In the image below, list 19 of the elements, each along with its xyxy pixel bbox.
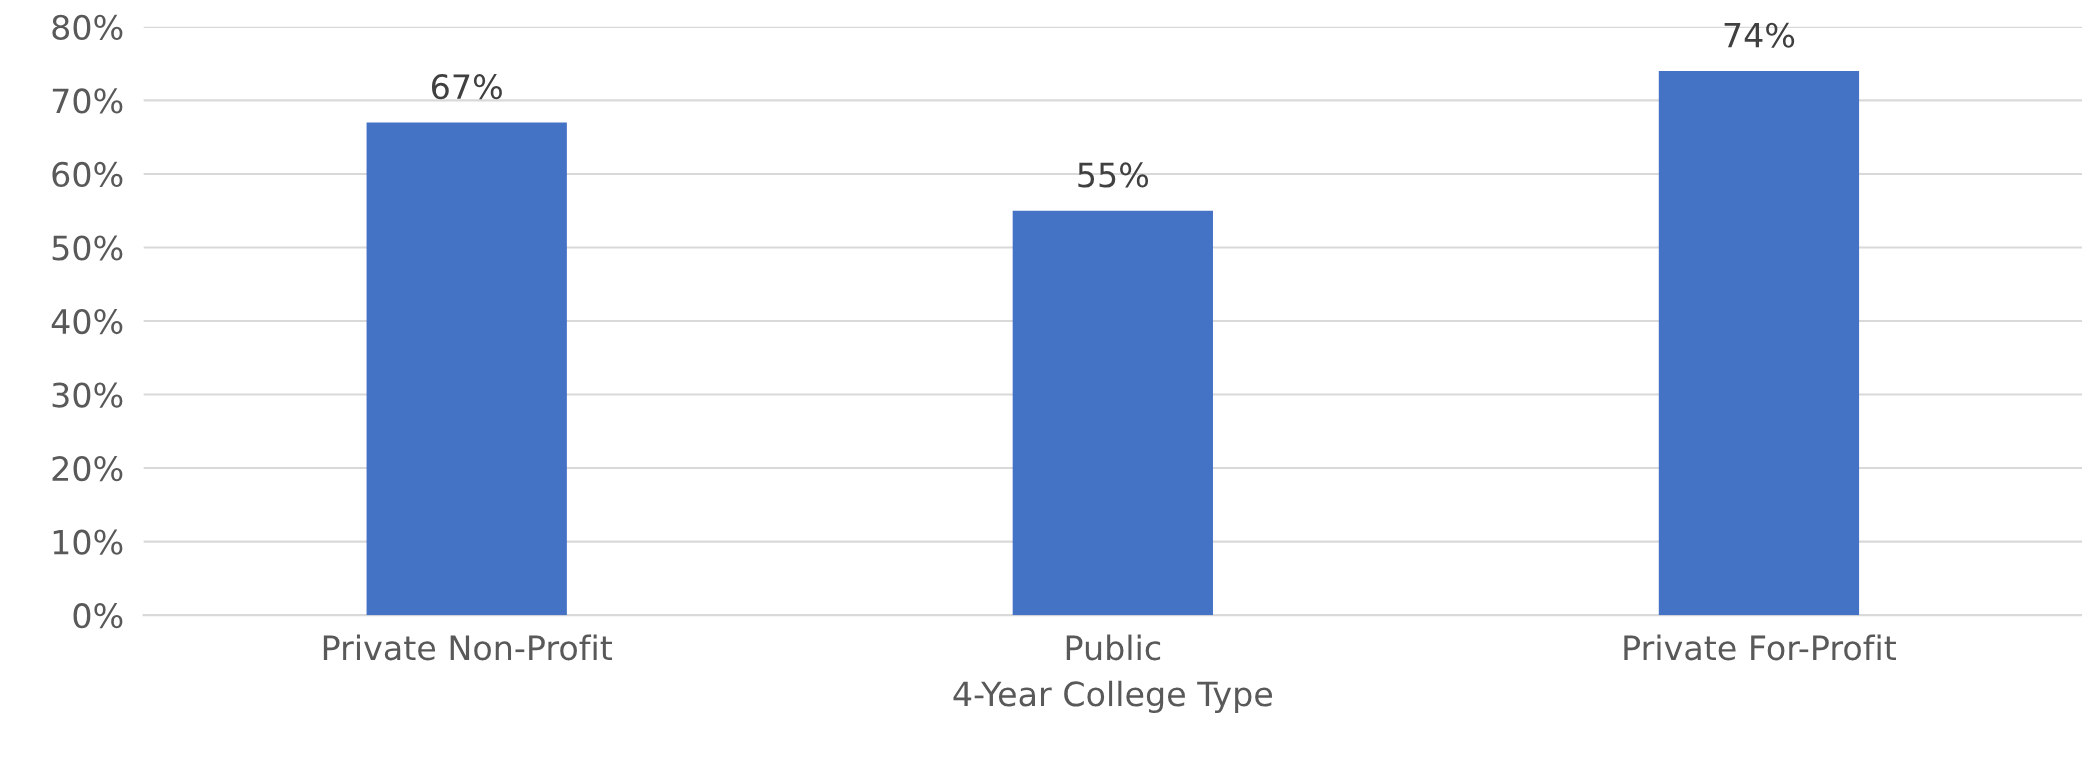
y-tick-label: 70% [52, 88, 123, 114]
x-tick-label: Private For-Profit [1624, 634, 1896, 661]
x-axis-title: 4-Year College Type [953, 680, 1273, 713]
y-tick-label: 40% [51, 308, 123, 335]
data-label: 74% [1724, 22, 1795, 48]
y-tick-label: 10% [53, 529, 123, 555]
x-tick-label: Public [1066, 634, 1161, 661]
bar [366, 122, 567, 616]
x-tick-label: Private Non-Profit [323, 634, 613, 661]
bar [1658, 70, 1860, 616]
data-label: 55% [1078, 162, 1149, 188]
data-label: 67% [432, 74, 502, 100]
y-tick-label: 0% [73, 603, 123, 629]
bar [1012, 210, 1213, 616]
y-tick-label: 30% [52, 382, 123, 408]
y-tick-label: 60% [52, 161, 123, 188]
y-tick-label: 20% [52, 455, 123, 482]
y-tick-label: 80% [52, 14, 123, 40]
y-tick-label: 50% [52, 235, 123, 261]
